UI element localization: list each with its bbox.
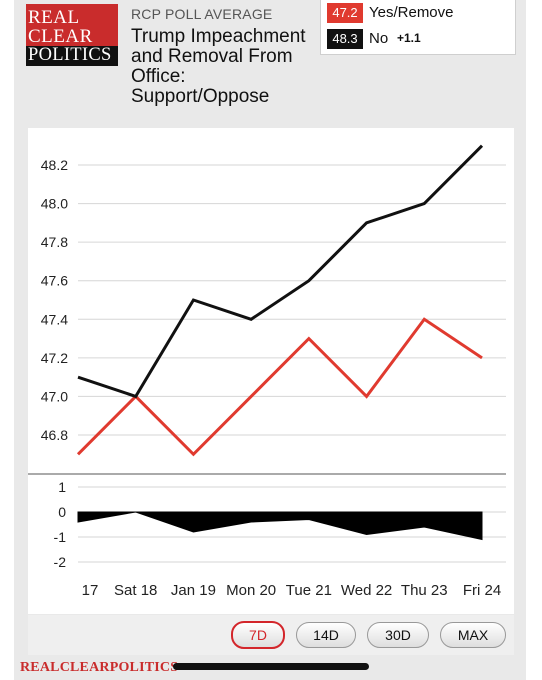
x-tick-label: Fri 24 bbox=[463, 582, 501, 599]
x-tick-label: Thu 23 bbox=[401, 582, 448, 599]
chart-title: Trump Impeachment and Removal From Offic… bbox=[131, 26, 306, 107]
y-tick-label: 47.2 bbox=[41, 350, 68, 366]
legend-value-chip-yes: 47.2 bbox=[327, 3, 363, 23]
diff-y-tick-label: 1 bbox=[58, 479, 66, 495]
yes-remove-line bbox=[76, 317, 483, 457]
range-30d-button[interactable]: 30D bbox=[367, 622, 429, 648]
legend-label-yes: Yes/Remove bbox=[369, 4, 454, 21]
legend-label-no: No bbox=[369, 30, 389, 47]
y-tick-label: 47.4 bbox=[41, 311, 68, 327]
x-tick-label: Jan 19 bbox=[171, 582, 216, 599]
logo-line-2: CLEAR bbox=[28, 26, 93, 47]
no-line bbox=[77, 144, 484, 399]
home-indicator[interactable] bbox=[173, 663, 369, 670]
difference-area bbox=[77, 511, 483, 541]
logo-line-1: REAL bbox=[28, 7, 80, 28]
x-tick-label: Mon 20 bbox=[226, 582, 276, 599]
poll-average-kicker: RCP POLL AVERAGE bbox=[131, 6, 273, 22]
x-tick-label: 17 bbox=[82, 582, 99, 599]
line-chart: 46.8 47.0 47.2 47.4 47.6 47.8 48.0 48.2 1 0 -1 -2 17… bbox=[28, 144, 506, 599]
range-max-button[interactable]: MAX bbox=[440, 622, 506, 648]
footer-brand[interactable]: REALCLEARPOLITICS bbox=[20, 660, 179, 675]
y-tick-label: 48.0 bbox=[41, 196, 68, 212]
diff-y-tick-label: -1 bbox=[54, 529, 67, 545]
y-tick-label: 46.8 bbox=[41, 427, 68, 443]
range-14d-button[interactable]: 14D bbox=[296, 622, 356, 648]
diff-y-tick-label: -2 bbox=[54, 554, 67, 570]
legend-value-chip-no: 48.3 bbox=[327, 29, 363, 49]
x-tick-label: Tue 21 bbox=[286, 582, 332, 599]
realclearpolitics-logo[interactable]: REAL CLEAR POLITICS bbox=[26, 4, 118, 66]
logo-line-3: POLITICS bbox=[26, 46, 118, 66]
y-tick-label: 47.8 bbox=[41, 234, 68, 250]
legend-change-no: +1.1 bbox=[397, 31, 421, 45]
y-tick-label: 48.2 bbox=[41, 157, 68, 173]
range-button-bar: 7D 14D 30D MAX bbox=[28, 615, 514, 655]
y-tick-label: 47.0 bbox=[41, 388, 68, 404]
plot-area: 46.8 47.0 47.2 47.4 47.6 47.8 48.0 48.2 1 0 -1 -2 17… bbox=[28, 128, 514, 614]
y-tick-label: 47.6 bbox=[41, 273, 68, 289]
diff-y-tick-label: 0 bbox=[58, 504, 66, 520]
x-tick-label: Wed 22 bbox=[341, 582, 392, 599]
range-7d-button[interactable]: 7D bbox=[231, 621, 285, 649]
legend: 47.2 Yes/Remove 48.3 No +1.1 bbox=[320, 0, 516, 55]
x-tick-label: Sat 18 bbox=[114, 582, 157, 599]
